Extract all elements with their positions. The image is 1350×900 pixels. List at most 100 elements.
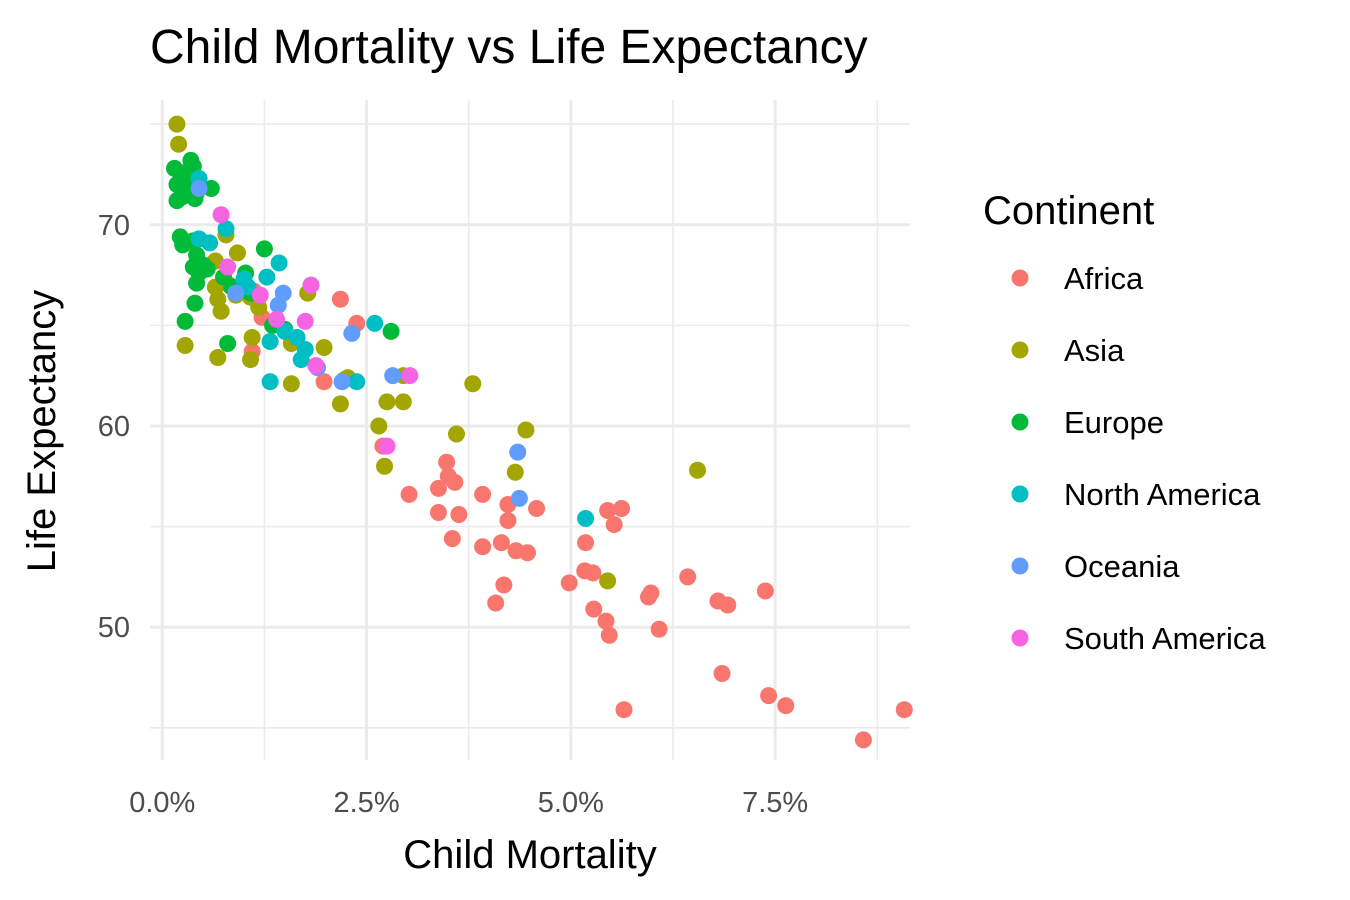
data-point (209, 349, 227, 367)
data-point (212, 302, 230, 320)
data-point (302, 276, 320, 294)
data-point (599, 572, 617, 590)
data-point (343, 324, 361, 342)
x-tick-label: 2.5% (334, 787, 400, 819)
data-point (519, 544, 537, 562)
data-point (331, 395, 349, 413)
data-point (261, 373, 279, 391)
data-point (242, 351, 260, 369)
data-point (282, 375, 300, 393)
legend: Continent Africa Asia Europe North America O… (983, 189, 1266, 656)
data-point (274, 284, 292, 302)
data-point (597, 612, 615, 630)
data-point (495, 576, 513, 594)
data-point (168, 115, 186, 133)
legend-marker (1011, 341, 1029, 359)
data-point (188, 274, 206, 292)
data-point (202, 180, 220, 198)
data-point (251, 286, 269, 304)
legend-marker (1011, 485, 1029, 503)
data-point (474, 485, 492, 503)
data-point (217, 220, 235, 238)
data-point (506, 463, 524, 481)
data-point (198, 260, 216, 278)
data-point (447, 425, 465, 443)
data-point (219, 258, 237, 276)
data-point (510, 489, 528, 507)
legend-item: South America (1011, 621, 1266, 656)
data-point (713, 664, 731, 682)
axis-ticks: 0.0% 2.5% 5.0% 7.5% 50 60 70 (98, 210, 808, 819)
x-tick-label: 7.5% (742, 787, 808, 819)
data-point (307, 357, 325, 375)
series-south-america (212, 206, 419, 455)
data-point (261, 332, 279, 350)
data-point (689, 461, 707, 479)
legend-label: Oceania (1064, 549, 1180, 584)
legend-marker (1011, 629, 1029, 647)
series-oceania (190, 180, 528, 507)
data-point (642, 584, 660, 602)
data-point (499, 512, 517, 530)
series-north-america (190, 169, 595, 528)
data-point (366, 314, 384, 332)
data-point (605, 516, 623, 534)
legend-marker (1011, 413, 1029, 431)
data-point (584, 564, 602, 582)
data-point (492, 534, 510, 552)
data-point (450, 506, 468, 524)
data-point (756, 582, 774, 600)
data-point (190, 180, 208, 198)
data-point (270, 254, 288, 272)
data-point (243, 328, 261, 346)
data-point (201, 234, 219, 252)
legend-marker (1011, 557, 1029, 575)
data-point (600, 626, 618, 644)
legend-items: Africa Asia Europe North America Oceania Sout… (1011, 261, 1266, 656)
data-point (429, 479, 447, 497)
data-point (528, 499, 546, 517)
legend-item: North America (1011, 477, 1261, 512)
data-point (679, 568, 697, 586)
y-tick-label: 70 (98, 210, 130, 242)
data-point (650, 620, 668, 638)
data-point (577, 534, 595, 552)
data-point (227, 284, 245, 302)
data-point (400, 485, 418, 503)
data-point (176, 336, 194, 354)
legend-label: North America (1064, 477, 1261, 512)
data-point (384, 367, 402, 385)
data-point (378, 437, 396, 455)
legend-label: Europe (1064, 405, 1164, 440)
data-point (599, 501, 617, 519)
data-point (348, 373, 366, 391)
data-point (615, 701, 633, 719)
data-point (255, 240, 273, 258)
data-point (560, 574, 578, 592)
data-point (585, 600, 603, 618)
data-point (394, 393, 412, 411)
data-point (895, 701, 913, 719)
data-point (517, 421, 535, 439)
data-point (378, 393, 396, 411)
x-tick-label: 5.0% (538, 787, 604, 819)
data-point (401, 367, 419, 385)
y-tick-label: 60 (98, 411, 130, 443)
data-point (186, 294, 204, 312)
data-point (170, 135, 188, 153)
data-point (429, 504, 447, 521)
data-point (577, 510, 595, 528)
data-point (376, 457, 394, 475)
data-point (333, 373, 351, 391)
data-point (464, 375, 482, 393)
y-tick-label: 50 (98, 612, 130, 644)
data-point (212, 206, 230, 224)
data-point (288, 328, 306, 346)
data-point (219, 334, 237, 352)
chart-title: Child Mortality vs Life Expectancy (150, 21, 868, 74)
data-point (258, 268, 276, 286)
x-tick-label: 0.0% (129, 787, 195, 819)
data-point (176, 312, 194, 330)
data-point (296, 341, 314, 359)
